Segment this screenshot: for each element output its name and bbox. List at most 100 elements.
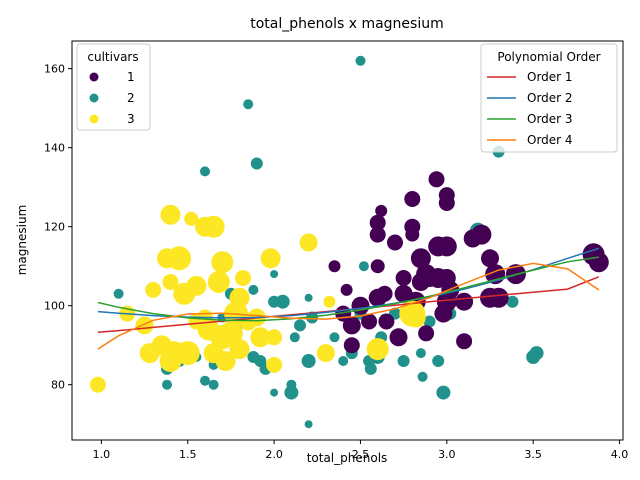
y-tick-label: 140 bbox=[44, 142, 65, 155]
data-point-cultivar-2 bbox=[243, 99, 254, 110]
data-point-cultivar-2 bbox=[208, 379, 219, 390]
data-point-cultivar-3 bbox=[145, 281, 162, 298]
data-point-cultivar-2 bbox=[162, 379, 172, 390]
fit-line-order-3 bbox=[97, 256, 599, 322]
data-point-cultivar-2 bbox=[304, 293, 313, 302]
y-axis-label: magnesium bbox=[15, 205, 29, 276]
legend-marker-cultivar-1 bbox=[89, 72, 99, 82]
data-point-cultivar-1 bbox=[351, 296, 370, 315]
x-tick-label: 1.0 bbox=[93, 448, 111, 461]
data-point-cultivar-2 bbox=[417, 371, 428, 382]
data-point-cultivar-3 bbox=[211, 251, 234, 274]
data-point-cultivar-3 bbox=[89, 376, 106, 393]
data-point-cultivar-3 bbox=[260, 248, 281, 269]
data-point-cultivar-1 bbox=[370, 259, 385, 274]
data-point-cultivar-1 bbox=[428, 171, 445, 188]
data-point-cultivar-3 bbox=[215, 351, 236, 371]
legend-label-cultivar-1: 1 bbox=[127, 70, 135, 84]
data-point-cultivar-1 bbox=[481, 249, 499, 268]
data-point-cultivar-2 bbox=[423, 315, 436, 328]
data-point-cultivar-1 bbox=[378, 313, 395, 330]
legend-marker-cultivar-3 bbox=[89, 114, 99, 124]
data-point-cultivar-3 bbox=[266, 329, 283, 346]
legend-label-order-3: Order 3 bbox=[527, 112, 573, 126]
data-point-cultivar-2 bbox=[275, 294, 290, 309]
data-point-cultivar-3 bbox=[184, 211, 199, 226]
y-tick-label: 120 bbox=[44, 221, 65, 234]
data-point-cultivar-1 bbox=[369, 226, 386, 243]
data-point-cultivar-2 bbox=[329, 332, 340, 343]
data-point-cultivar-3 bbox=[323, 295, 336, 308]
data-point-cultivar-1 bbox=[436, 236, 457, 257]
data-point-cultivar-1 bbox=[405, 227, 420, 242]
chart-title: total_phenols x magnesium bbox=[250, 16, 443, 32]
cultivars-legend: cultivars 1 2 3 bbox=[76, 43, 151, 131]
x-tick-label: 2.0 bbox=[265, 448, 283, 461]
data-point-cultivar-1 bbox=[418, 325, 435, 342]
y-tick-label: 100 bbox=[44, 300, 65, 313]
data-point-cultivar-2 bbox=[301, 354, 316, 368]
data-point-cultivar-1 bbox=[387, 234, 403, 251]
fit-lines-layer bbox=[97, 247, 600, 350]
data-point-cultivar-2 bbox=[436, 385, 451, 400]
cultivars-legend-title: cultivars bbox=[87, 50, 138, 64]
legend-label-cultivar-2: 2 bbox=[127, 91, 135, 105]
data-point-cultivar-3 bbox=[405, 307, 426, 328]
x-tick-label: 2.5 bbox=[352, 448, 370, 461]
data-point-cultivar-1 bbox=[361, 313, 378, 330]
y-tick-label: 160 bbox=[44, 63, 65, 76]
data-point-cultivar-2 bbox=[270, 388, 279, 397]
points-layer bbox=[89, 55, 609, 429]
x-tick-label: 1.5 bbox=[179, 448, 197, 461]
data-point-cultivar-1 bbox=[368, 288, 387, 307]
data-point-cultivar-3 bbox=[162, 274, 179, 290]
x-axis-label: total_phenols bbox=[307, 451, 388, 465]
data-point-cultivar-1 bbox=[471, 224, 492, 245]
cultivars-legend-box bbox=[76, 43, 151, 131]
data-point-cultivar-2 bbox=[270, 270, 279, 279]
polynomial-order-legend-box bbox=[480, 43, 618, 153]
legend-marker-cultivar-2 bbox=[89, 93, 99, 103]
data-point-cultivar-3 bbox=[299, 233, 318, 252]
data-point-cultivar-2 bbox=[200, 375, 210, 386]
y-tick-label: 80 bbox=[51, 379, 65, 392]
data-point-cultivar-3 bbox=[229, 339, 250, 360]
data-point-cultivar-2 bbox=[432, 355, 445, 367]
data-point-cultivar-2 bbox=[294, 319, 306, 332]
data-point-cultivar-2 bbox=[289, 332, 300, 343]
legend-label-cultivar-3: 3 bbox=[127, 112, 135, 126]
data-point-cultivar-2 bbox=[397, 355, 410, 367]
data-point-cultivar-1 bbox=[342, 316, 361, 335]
data-point-cultivar-3 bbox=[160, 204, 181, 225]
data-point-cultivar-1 bbox=[328, 260, 341, 273]
data-point-cultivar-3 bbox=[218, 321, 243, 346]
data-point-cultivar-2 bbox=[248, 284, 259, 295]
legend-label-order-4: Order 4 bbox=[527, 133, 573, 147]
data-point-cultivar-2 bbox=[529, 346, 544, 361]
data-point-cultivar-3 bbox=[175, 341, 200, 366]
data-point-cultivar-3 bbox=[167, 246, 192, 271]
data-point-cultivar-2 bbox=[284, 385, 299, 400]
x-tick-label: 4.0 bbox=[611, 448, 629, 461]
data-point-cultivar-1 bbox=[369, 214, 386, 231]
data-point-cultivar-1 bbox=[410, 248, 431, 269]
data-point-cultivar-3 bbox=[135, 316, 154, 335]
data-point-cultivar-2 bbox=[250, 157, 263, 170]
polynomial-order-legend: Polynomial Order Order 1 Order 2 Order 3… bbox=[480, 43, 618, 153]
data-point-cultivar-2 bbox=[338, 356, 349, 366]
data-point-cultivar-3 bbox=[316, 344, 335, 363]
data-point-cultivar-1 bbox=[395, 270, 412, 286]
polynomial-order-legend-title: Polynomial Order bbox=[497, 50, 600, 64]
data-point-cultivar-1 bbox=[343, 337, 360, 354]
x-axis: 1.0 1.5 2.0 2.5 3.0 3.5 4.0 bbox=[93, 440, 629, 461]
data-point-cultivar-3 bbox=[202, 215, 225, 238]
data-point-cultivar-2 bbox=[113, 288, 124, 299]
data-point-cultivar-2 bbox=[364, 362, 377, 375]
data-point-cultivar-1 bbox=[404, 191, 421, 207]
data-point-cultivar-2 bbox=[200, 166, 210, 177]
data-point-cultivar-1 bbox=[455, 292, 474, 311]
data-point-cultivar-3 bbox=[366, 338, 389, 361]
data-point-cultivar-3 bbox=[266, 356, 283, 373]
data-point-cultivar-3 bbox=[235, 270, 251, 286]
